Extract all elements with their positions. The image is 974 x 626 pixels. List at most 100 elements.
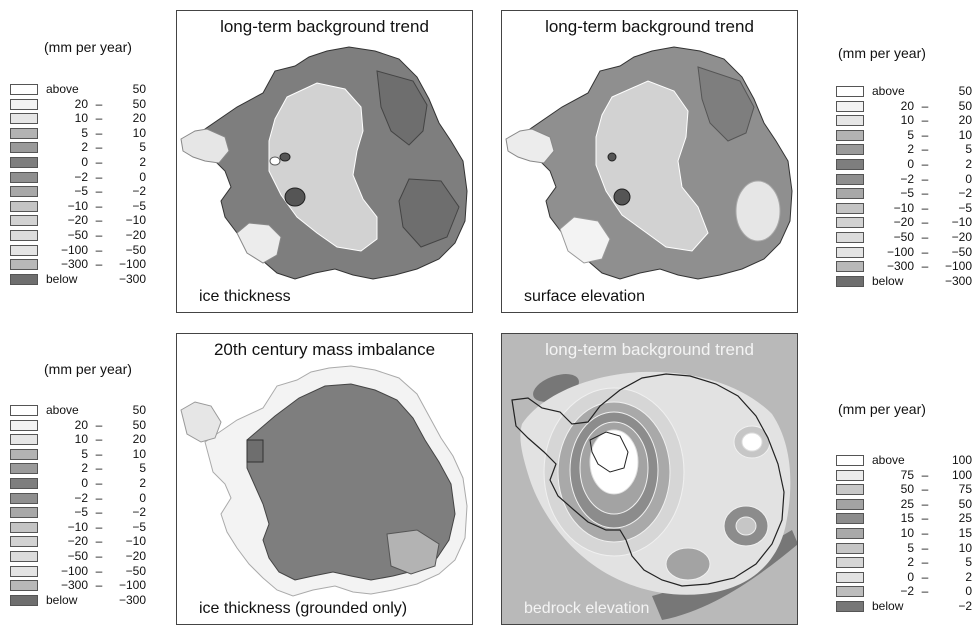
legend-range-dash: – xyxy=(95,505,103,520)
legend-range-start: −300 xyxy=(60,578,88,593)
legend-range-end: 5 xyxy=(965,142,972,157)
legend-range-end: 10 xyxy=(958,540,972,555)
panel-caption: bedrock elevation xyxy=(524,600,650,617)
legend-row: −10– −5 xyxy=(10,519,150,534)
legend-range-dash: – xyxy=(921,482,929,497)
legend-swatch xyxy=(10,127,38,139)
legend-range-start: 75 xyxy=(900,467,914,482)
legend-row: −5– −2 xyxy=(10,505,150,520)
legend-row: 0– 2 xyxy=(836,157,974,171)
legend-range-start: 20 xyxy=(900,98,914,113)
legend-range-start: above xyxy=(872,84,905,98)
panel-caption: ice thickness (grounded only) xyxy=(199,600,408,617)
peninsula-region xyxy=(180,401,222,443)
legend-range-dash: – xyxy=(95,490,103,505)
legend-swatch xyxy=(10,521,38,533)
legend-range-dash: – xyxy=(95,534,103,549)
legend-row: 20– 50 xyxy=(836,98,974,113)
legend-title: (mm per year) xyxy=(44,361,132,377)
legend-row: 5– 10 xyxy=(836,540,974,555)
legend-range-dash: – xyxy=(95,155,103,169)
east-dark-band xyxy=(697,66,755,142)
legend-range-start: 20 xyxy=(74,417,88,432)
legend-row: 2– 5 xyxy=(836,555,974,570)
legend-range-dash: – xyxy=(921,215,929,230)
legend-swatch xyxy=(10,463,38,475)
coastline-outline xyxy=(511,373,785,587)
legend-range-dash: – xyxy=(95,476,103,490)
peninsula-region xyxy=(505,128,555,164)
legend-range-start: 5 xyxy=(907,540,914,555)
legend-row: 2– 5 xyxy=(10,140,150,154)
legend-range-end: −5 xyxy=(132,519,146,534)
legend-range-dash: – xyxy=(95,111,103,126)
legend-range-end: −10 xyxy=(125,534,146,549)
legend-swatch xyxy=(10,551,38,562)
legend-swatch xyxy=(10,113,38,125)
legend-row: −100– −50 xyxy=(10,242,150,257)
legend-row: 5– 10 xyxy=(836,127,974,142)
legend-row: −10– −5 xyxy=(10,198,150,213)
legend-row: 20– 50 xyxy=(10,97,150,111)
legend-swatch xyxy=(10,478,38,489)
legend-swatch xyxy=(10,492,38,504)
legend-range-start: −2 xyxy=(74,490,88,505)
legend-range-dash: – xyxy=(95,228,103,242)
legend-range-end: 2 xyxy=(965,157,972,171)
legend-range-start: −100 xyxy=(60,242,88,257)
legend-row: 2– 5 xyxy=(10,461,150,476)
legend-swatch xyxy=(10,434,38,446)
legend-row: 0– 2 xyxy=(10,155,150,169)
legend-range-end: −100 xyxy=(944,259,972,274)
legend-range-end: −100 xyxy=(118,578,146,593)
legend-range-dash: – xyxy=(921,511,929,526)
legend-swatch xyxy=(836,586,864,598)
dark-spot xyxy=(284,187,306,207)
east-dark-band xyxy=(376,70,428,146)
legend-swatch xyxy=(10,98,38,110)
legend-range-start: −20 xyxy=(893,215,914,230)
legend-range-end: 20 xyxy=(958,113,972,128)
dark-spot xyxy=(607,152,617,162)
legend-swatch xyxy=(10,565,38,577)
legend-range-start: below xyxy=(872,273,904,288)
legend-range-end: −20 xyxy=(951,230,972,244)
legend-swatch xyxy=(10,580,38,592)
legend-swatch xyxy=(10,142,38,154)
legend-swatch xyxy=(836,100,864,112)
legend-swatch xyxy=(10,200,38,212)
legend-range-start: −20 xyxy=(67,213,88,228)
legend-title: (mm per year) xyxy=(44,39,132,55)
legend-range-start: −2 xyxy=(900,584,914,599)
legend-range-end: 50 xyxy=(132,82,146,96)
legend-range-start: 0 xyxy=(81,155,88,169)
legend-row: −300– −100 xyxy=(10,578,150,593)
legend-range-dash: – xyxy=(921,555,929,570)
dark-spot xyxy=(279,152,291,162)
legend-range-end: 25 xyxy=(958,511,972,526)
legend-range-end: 5 xyxy=(965,555,972,570)
legend-swatch xyxy=(10,157,38,168)
legend-range-end: −5 xyxy=(132,198,146,213)
peninsula-region xyxy=(180,128,230,164)
legend-range-dash: – xyxy=(921,230,929,244)
legend-range-start: −2 xyxy=(74,169,88,184)
dark-patch xyxy=(246,439,264,463)
legend-range-end: 10 xyxy=(958,127,972,142)
legend-range-dash: – xyxy=(95,563,103,578)
legend-range-dash: – xyxy=(95,461,103,476)
legend-range-end: 50 xyxy=(132,417,146,432)
legend-range-end: 50 xyxy=(132,403,146,417)
legend-range-end: 0 xyxy=(965,584,972,599)
legend-range-dash: – xyxy=(921,171,929,186)
legend-swatch xyxy=(836,217,864,229)
legend-swatch xyxy=(10,419,38,431)
legend-swatch xyxy=(836,455,864,466)
legend-row: 0– 2 xyxy=(10,476,150,490)
legend-range-end: −300 xyxy=(118,592,146,607)
legend-range-end: 100 xyxy=(951,467,972,482)
legend-range-end: 75 xyxy=(958,482,972,497)
legend-range-end: 15 xyxy=(958,526,972,540)
legend-range-dash: – xyxy=(95,549,103,563)
legend-range-start: −300 xyxy=(60,257,88,272)
